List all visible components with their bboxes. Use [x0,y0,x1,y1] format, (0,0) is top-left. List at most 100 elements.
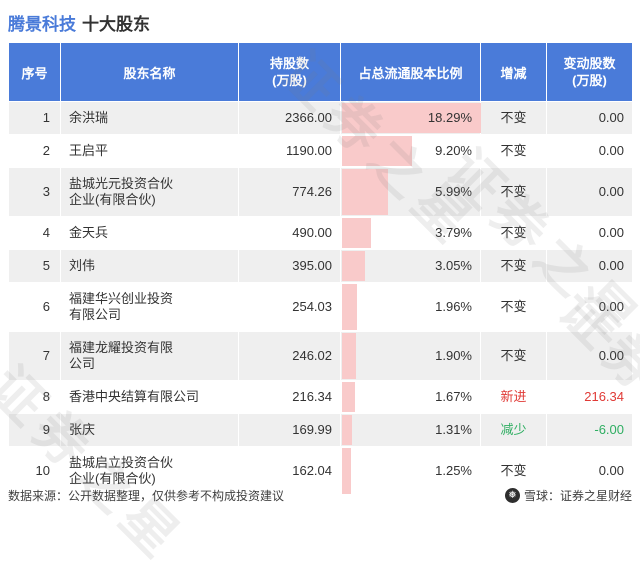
page-title: 腾景科技 十大股东 [0,0,640,42]
percent-text: 1.90% [435,348,472,363]
brand: ❅ 雪球：证券之星财经 [504,487,632,504]
table-row: 1 余洪瑞 2366.00 18.29% 不变 0.00 [8,101,633,135]
cell-delta: 216.34 [546,380,633,414]
col-header-pct: 占总流通股本比例 [340,42,481,102]
percent-text: 5.99% [435,184,472,199]
cell-delta: -6.00 [546,413,633,447]
percent-bar [342,136,412,166]
cell-change: 新进 [480,380,547,414]
cell-change: 减少 [480,413,547,447]
cell-rank: 6 [8,282,61,332]
cell-percent: 9.20% [340,134,481,168]
footer: 数据来源：公开数据整理，仅供参考不构成投资建议 ❅ 雪球：证券之星财经 [0,487,640,504]
col-header-shares: 持股数 (万股) [238,42,341,102]
percent-bar [342,284,357,330]
table-row: 7 福建龙耀投资有限公司 246.02 1.90% 不变 0.00 [8,331,633,381]
percent-text: 1.31% [435,422,472,437]
cell-percent: 1.90% [340,331,481,381]
cell-percent: 1.96% [340,282,481,332]
cell-shareholder-name: 福建龙耀投资有限公司 [60,331,239,381]
cell-rank: 3 [8,167,61,217]
cell-delta: 0.00 [546,249,633,283]
snowball-icon: ❅ [504,488,520,503]
cell-change: 不变 [480,134,547,168]
col-header-delta-line2: (万股) [572,73,607,88]
cell-change: 不变 [480,216,547,250]
cell-shares: 774.26 [238,167,341,217]
cell-percent: 18.29% [340,101,481,135]
cell-percent: 1.25% [340,446,481,496]
brand-text: 雪球：证券之星财经 [523,489,632,503]
cell-percent: 5.99% [340,167,481,217]
percent-text: 1.25% [435,463,472,478]
cell-change: 不变 [480,249,547,283]
cell-rank: 5 [8,249,61,283]
cell-shareholder-name: 金天兵 [60,216,239,250]
cell-percent: 1.67% [340,380,481,414]
percent-bar [342,218,371,248]
cell-percent: 1.31% [340,413,481,447]
cell-delta: 0.00 [546,101,633,135]
percent-bar [342,333,357,379]
cell-percent: 3.05% [340,249,481,283]
table-row: 3 盐城光元投资合伙企业(有限合伙) 774.26 5.99% 不变 0.00 [8,167,633,217]
percent-bar [342,448,352,494]
cell-shareholder-name: 张庆 [60,413,239,447]
table-row: 2 王启平 1190.00 9.20% 不变 0.00 [8,134,633,168]
cell-delta: 0.00 [546,282,633,332]
percent-text: 1.96% [435,299,472,314]
cell-delta: 0.00 [546,167,633,217]
cell-shares: 169.99 [238,413,341,447]
cell-change: 不变 [480,101,547,135]
col-header-shares-line2: (万股) [272,73,307,88]
table-row: 4 金天兵 490.00 3.79% 不变 0.00 [8,216,633,250]
table-row: 5 刘伟 395.00 3.05% 不变 0.00 [8,249,633,283]
cell-shares: 2366.00 [238,101,341,135]
cell-change: 不变 [480,167,547,217]
col-header-change: 增减 [480,42,547,102]
shareholder-name-text: 金天兵 [69,225,109,240]
col-header-name: 股东名称 [60,42,239,102]
col-header-seq: 序号 [8,42,61,102]
percent-text: 3.05% [435,258,472,273]
cell-change: 不变 [480,282,547,332]
cell-delta: 0.00 [546,446,633,496]
shareholder-name-text: 盐城光元投资合伙企业(有限合伙) [69,176,174,207]
col-header-delta-line1: 变动股数 [563,56,616,71]
shareholder-name-text: 余洪瑞 [69,110,109,125]
shareholder-name-text: 王启平 [69,143,109,158]
table-row: 9 张庆 169.99 1.31% 减少 -6.00 [8,413,633,447]
shareholder-name-text: 刘伟 [69,258,96,273]
cell-shareholder-name: 刘伟 [60,249,239,283]
cell-change: 不变 [480,331,547,381]
percent-bar [342,169,388,215]
percent-text: 3.79% [435,225,472,240]
cell-shareholder-name: 福建华兴创业投资有限公司 [60,282,239,332]
cell-percent: 3.79% [340,216,481,250]
shareholder-name-text: 盐城启立投资合伙企业(有限合伙) [69,455,174,486]
shareholder-name-text: 张庆 [69,422,96,437]
cell-rank: 7 [8,331,61,381]
cell-delta: 0.00 [546,331,633,381]
cell-shareholder-name: 盐城光元投资合伙企业(有限合伙) [60,167,239,217]
shareholder-name-text: 福建龙耀投资有限公司 [69,340,174,371]
cell-rank: 9 [8,413,61,447]
cell-shares: 490.00 [238,216,341,250]
data-source-note: 数据来源：公开数据整理，仅供参考不构成投资建议 [8,489,285,503]
cell-rank: 2 [8,134,61,168]
cell-delta: 0.00 [546,134,633,168]
cell-rank: 10 [8,446,61,496]
col-header-shares-line1: 持股数 [269,56,309,71]
cell-shares: 254.03 [238,282,341,332]
cell-shareholder-name: 王启平 [60,134,239,168]
cell-shares: 246.02 [238,331,341,381]
cell-shares: 162.04 [238,446,341,496]
cell-shareholder-name: 盐城启立投资合伙企业(有限合伙) [60,446,239,496]
cell-shareholder-name: 香港中央结算有限公司 [60,380,239,414]
title-suffix: 十大股东 [82,15,150,34]
percent-text: 18.29% [427,110,472,125]
percent-bar [342,103,481,133]
cell-delta: 0.00 [546,216,633,250]
shareholder-name-text: 香港中央结算有限公司 [69,389,200,404]
percent-bar [342,251,366,281]
